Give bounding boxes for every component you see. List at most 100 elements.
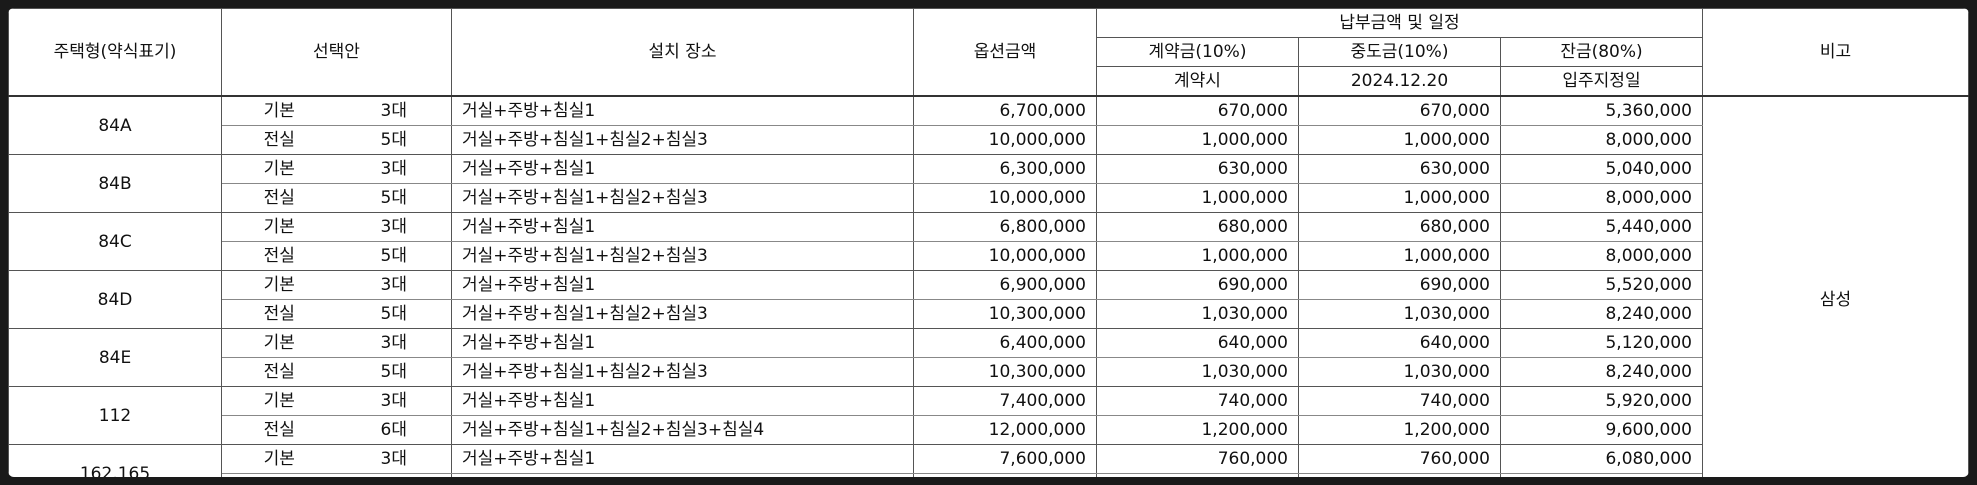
location-cell: 거실+주방+침실1+침실2+침실3 bbox=[451, 241, 914, 271]
balance-cell: 9,600,000 bbox=[1500, 415, 1703, 445]
table-row: 전실 5대 거실+주방+침실1+침실2+침실3 10,000,000 1,000,000… bbox=[9, 183, 1969, 213]
units-cell: 3대 bbox=[336, 96, 452, 126]
middle-cell: 760,000 bbox=[1298, 444, 1501, 474]
deposit-cell: 640,000 bbox=[1096, 328, 1299, 358]
deposit-cell: 1,030,000 bbox=[1096, 299, 1299, 329]
units-cell: 6대 bbox=[336, 415, 452, 445]
middle-cell: 670,000 bbox=[1298, 96, 1501, 126]
header-note: 비고 bbox=[1702, 8, 1969, 97]
deposit-cell: 630,000 bbox=[1096, 154, 1299, 184]
middle-cell: 690,000 bbox=[1298, 270, 1501, 300]
table-row: 84D 기본 3대 거실+주방+침실1 6,900,000 690,000 690,000 5… bbox=[8, 270, 1969, 329]
units-cell: 3대 bbox=[336, 212, 452, 242]
option-cell: 기본 bbox=[221, 96, 337, 126]
location-cell: 거실+주방+침실1+침실2+침실3 bbox=[451, 125, 914, 155]
header-option: 선택안 bbox=[221, 8, 452, 97]
header-payment-group: 납부금액 및 일정 bbox=[1096, 8, 1703, 38]
option-cell: 전실 bbox=[221, 183, 337, 213]
table-row: 84E 기본 3대 거실+주방+침실1 6,400,000 640,000 640,000 5… bbox=[8, 328, 1969, 387]
option-cell: 기본 bbox=[221, 444, 337, 474]
middle-cell: 1,200,000 bbox=[1298, 415, 1501, 445]
deposit-cell: 1,200,000 bbox=[1096, 415, 1299, 445]
deposit-cell: 740,000 bbox=[1096, 386, 1299, 416]
deposit-cell: 680,000 bbox=[1096, 212, 1299, 242]
deposit-cell: 1,450,000 bbox=[1096, 473, 1299, 477]
units-cell: 3대 bbox=[336, 444, 452, 474]
balance-cell: 5,120,000 bbox=[1500, 328, 1703, 358]
house-type-cell: 84C bbox=[8, 212, 222, 271]
location-cell: 거실+주방+침실1+침실2+침실3 bbox=[451, 357, 914, 387]
header-deposit: 계약금(10%) bbox=[1096, 37, 1299, 67]
middle-cell: 640,000 bbox=[1298, 328, 1501, 358]
balance-cell: 8,240,000 bbox=[1500, 357, 1703, 387]
location-cell: 거실+주방+침실1 bbox=[451, 96, 914, 126]
house-type-cell: 84E bbox=[8, 328, 222, 387]
option-cell: 기본 bbox=[221, 386, 337, 416]
location-cell: 거실+주방+침실1+침실2+침실3 bbox=[451, 299, 914, 329]
location-cell: 거실+주방+침실1+침실2+침실3 bbox=[451, 183, 914, 213]
house-type-cell: 112 bbox=[8, 386, 222, 445]
option-cell: 기본 bbox=[221, 154, 337, 184]
header-middle-when: 2024.12.20 bbox=[1298, 66, 1501, 97]
middle-cell: 740,000 bbox=[1298, 386, 1501, 416]
balance-cell: 5,520,000 bbox=[1500, 270, 1703, 300]
amount-cell: 6,300,000 bbox=[913, 154, 1097, 184]
amount-cell: 6,900,000 bbox=[913, 270, 1097, 300]
middle-cell: 1,000,000 bbox=[1298, 125, 1501, 155]
amount-cell: 6,800,000 bbox=[913, 212, 1097, 242]
table-row: 전실6대거실+주방+침실1+침실2+침실3+침실414,500,0001,450… bbox=[9, 473, 1969, 477]
house-type-cell: 162,165 bbox=[8, 444, 222, 477]
balance-cell: 8,000,000 bbox=[1500, 125, 1703, 155]
option-cell: 전실 bbox=[221, 473, 337, 477]
middle-cell: 1,000,000 bbox=[1298, 241, 1501, 271]
balance-cell: 6,080,000 bbox=[1500, 444, 1703, 474]
amount-cell: 6,700,000 bbox=[913, 96, 1097, 126]
units-cell: 5대 bbox=[336, 357, 452, 387]
balance-cell: 5,440,000 bbox=[1500, 212, 1703, 242]
table-row: 전실 5대 거실+주방+침실1+침실2+침실3 10,300,000 1,030,000… bbox=[9, 299, 1969, 329]
location-cell: 거실+주방+침실1+침실2+침실3+침실4 bbox=[451, 415, 914, 445]
table-row: 84C 기본 3대 거실+주방+침실1 6,800,000 680,000 680,000 5… bbox=[8, 212, 1969, 271]
units-cell: 3대 bbox=[336, 270, 452, 300]
units-cell: 3대 bbox=[336, 154, 452, 184]
table-row: 전실 6대 거실+주방+침실1+침실2+침실3+침실4 12,000,000 1,200… bbox=[9, 415, 1969, 445]
option-cell: 기본 bbox=[221, 270, 337, 300]
table-body: 84A 기본 3대 거실+주방+침실1 6,700,000 670,000 670,000 5… bbox=[8, 95, 1969, 477]
units-cell: 6대 bbox=[336, 473, 452, 477]
middle-cell: 1,000,000 bbox=[1298, 183, 1501, 213]
table-row: 84A 기본 3대 거실+주방+침실1 6,700,000 670,000 670,000 5… bbox=[8, 95, 1969, 477]
middle-cell: 1,030,000 bbox=[1298, 299, 1501, 329]
location-cell: 거실+주방+침실1+침실2+침실3+침실4 bbox=[451, 473, 914, 477]
table-row: 전실 5대 거실+주방+침실1+침실2+침실3 10,300,000 1,030,000… bbox=[9, 357, 1969, 387]
header-location: 설치 장소 bbox=[451, 8, 914, 97]
table-row: 전실 5대 거실+주방+침실1+침실2+침실3 10,000,000 1,000,000… bbox=[9, 241, 1969, 271]
table-row: 전실 5대 거실+주방+침실1+침실2+침실3 10,000,000 1,000,000… bbox=[9, 125, 1969, 155]
amount-cell: 7,600,000 bbox=[913, 444, 1097, 474]
price-sheet: 주택형(약식표기) 선택안 설치 장소 옵션금액 납부금액 및 일정 비고 계약… bbox=[8, 8, 1969, 477]
balance-cell: 5,040,000 bbox=[1500, 154, 1703, 184]
header-type: 주택형(약식표기) bbox=[8, 8, 222, 97]
deposit-cell: 1,030,000 bbox=[1096, 357, 1299, 387]
note-cell: 삼성 bbox=[1702, 95, 1969, 477]
middle-cell: 680,000 bbox=[1298, 212, 1501, 242]
units-cell: 5대 bbox=[336, 125, 452, 155]
balance-cell: 5,920,000 bbox=[1500, 386, 1703, 416]
balance-cell: 8,000,000 bbox=[1500, 183, 1703, 213]
units-cell: 5대 bbox=[336, 299, 452, 329]
balance-cell: 8,240,000 bbox=[1500, 299, 1703, 329]
amount-cell: 10,000,000 bbox=[913, 241, 1097, 271]
middle-cell: 1,450,000 bbox=[1298, 473, 1501, 477]
deposit-cell: 760,000 bbox=[1096, 444, 1299, 474]
amount-cell: 7,400,000 bbox=[913, 386, 1097, 416]
units-cell: 3대 bbox=[336, 386, 452, 416]
house-type-cell: 84A bbox=[8, 95, 222, 155]
middle-cell: 630,000 bbox=[1298, 154, 1501, 184]
deposit-cell: 670,000 bbox=[1096, 96, 1299, 126]
amount-cell: 6,400,000 bbox=[913, 328, 1097, 358]
location-cell: 거실+주방+침실1 bbox=[451, 154, 914, 184]
deposit-cell: 1,000,000 bbox=[1096, 125, 1299, 155]
location-cell: 거실+주방+침실1 bbox=[451, 328, 914, 358]
units-cell: 3대 bbox=[336, 328, 452, 358]
balance-cell: 11,600,000 bbox=[1500, 473, 1703, 477]
amount-cell: 10,000,000 bbox=[913, 183, 1097, 213]
